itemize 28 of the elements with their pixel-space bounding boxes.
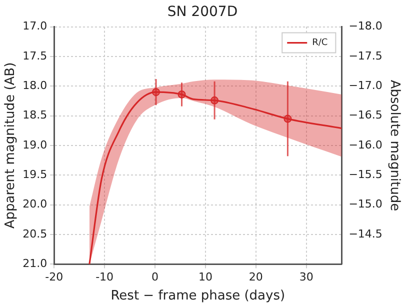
x-tick-label: 30 <box>299 270 314 284</box>
x-tick-label: -10 <box>96 270 114 284</box>
x-tick-label: -20 <box>45 270 64 284</box>
y-axis-title: Apparent magnitude (AB) <box>3 62 18 229</box>
y2-tick-label: −17.5 <box>348 49 382 62</box>
y2-tick-label: −18.0 <box>348 20 382 33</box>
y-tick-label: 17.5 <box>22 49 48 62</box>
x-tick-label: 20 <box>248 270 263 284</box>
x-tick-label: 0 <box>152 270 159 284</box>
y-tick-label: 18.5 <box>22 108 48 122</box>
y2-tick-label: −15.5 <box>348 168 382 182</box>
x-tick-label: 10 <box>198 270 212 284</box>
y2-axis-title: Absolute magnitude <box>386 80 402 212</box>
y2-tick-label: −15.0 <box>348 198 382 211</box>
y-tick-label: 19.5 <box>22 168 48 182</box>
y-tick-label: 21.0 <box>22 257 48 270</box>
y2-tick-label: −17.0 <box>348 79 382 92</box>
y2-tick-label: −14.5 <box>348 227 382 240</box>
y-tick-label: 20.5 <box>22 227 48 240</box>
y2-tick-label: −16.5 <box>348 108 382 122</box>
y2-tick-label: −16.0 <box>348 138 382 152</box>
y-tick-label: 18.0 <box>22 79 48 92</box>
y-tick-label: 19.0 <box>22 138 48 152</box>
legend-label: R/C <box>312 38 328 48</box>
x-axis-title: Rest − frame phase (days) <box>110 288 286 304</box>
chart-title: SN 2007D <box>167 4 238 20</box>
y-tick-label: 17.0 <box>22 20 48 33</box>
y-tick-label: 20.0 <box>22 198 48 211</box>
